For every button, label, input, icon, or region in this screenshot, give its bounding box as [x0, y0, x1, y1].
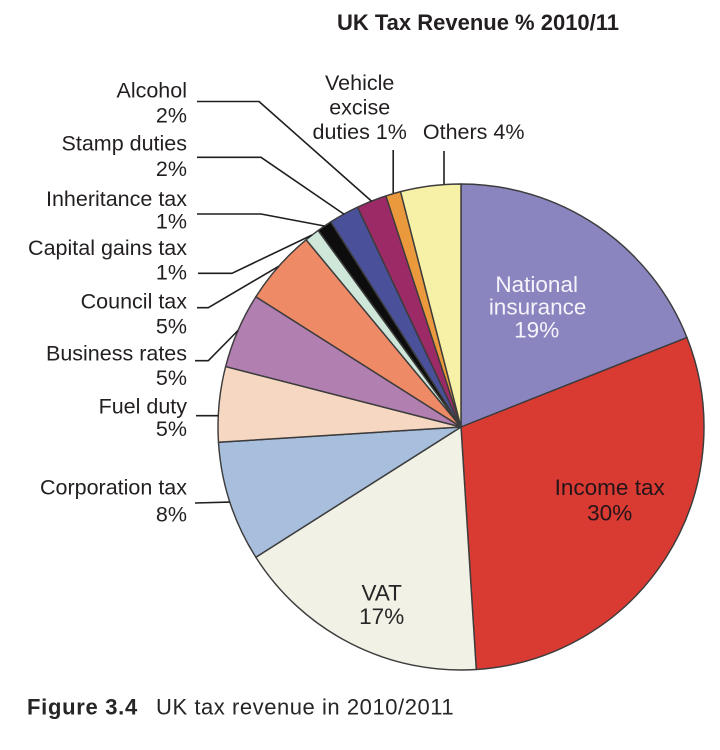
svg-text:Vehicle: Vehicle — [325, 71, 394, 95]
svg-text:Fuel duty: Fuel duty — [99, 394, 188, 418]
svg-text:Capital gains tax: Capital gains tax — [28, 236, 187, 260]
svg-text:17%: 17% — [359, 604, 404, 629]
svg-text:Others 4%: Others 4% — [423, 120, 525, 144]
svg-text:VAT: VAT — [361, 580, 402, 605]
svg-text:2%: 2% — [156, 103, 187, 127]
svg-text:19%: 19% — [514, 318, 559, 343]
svg-text:2%: 2% — [156, 157, 187, 181]
svg-text:National: National — [495, 272, 578, 297]
svg-text:8%: 8% — [156, 503, 187, 527]
svg-text:Business rates: Business rates — [46, 342, 187, 366]
svg-text:insurance: insurance — [489, 294, 587, 319]
svg-text:Inheritance tax: Inheritance tax — [46, 187, 187, 211]
svg-text:1%: 1% — [156, 260, 187, 284]
svg-text:1%: 1% — [156, 209, 187, 233]
svg-text:Alcohol: Alcohol — [116, 78, 187, 102]
svg-text:Stamp duties: Stamp duties — [62, 132, 187, 156]
svg-text:Council tax: Council tax — [81, 289, 188, 313]
svg-text:excise: excise — [329, 95, 390, 119]
svg-text:Corporation tax: Corporation tax — [40, 476, 187, 500]
svg-text:30%: 30% — [587, 500, 632, 525]
svg-text:Figure 3.4UK tax revenue in 20: Figure 3.4 UK tax revenue in 2010/2011 — [27, 695, 454, 720]
svg-text:UK Tax Revenue % 2010/11: UK Tax Revenue % 2010/11 — [337, 10, 619, 35]
svg-text:5%: 5% — [156, 366, 187, 390]
svg-text:5%: 5% — [156, 417, 187, 441]
svg-text:5%: 5% — [156, 314, 187, 338]
svg-text:Income tax: Income tax — [555, 475, 666, 500]
svg-text:duties 1%: duties 1% — [312, 120, 406, 144]
